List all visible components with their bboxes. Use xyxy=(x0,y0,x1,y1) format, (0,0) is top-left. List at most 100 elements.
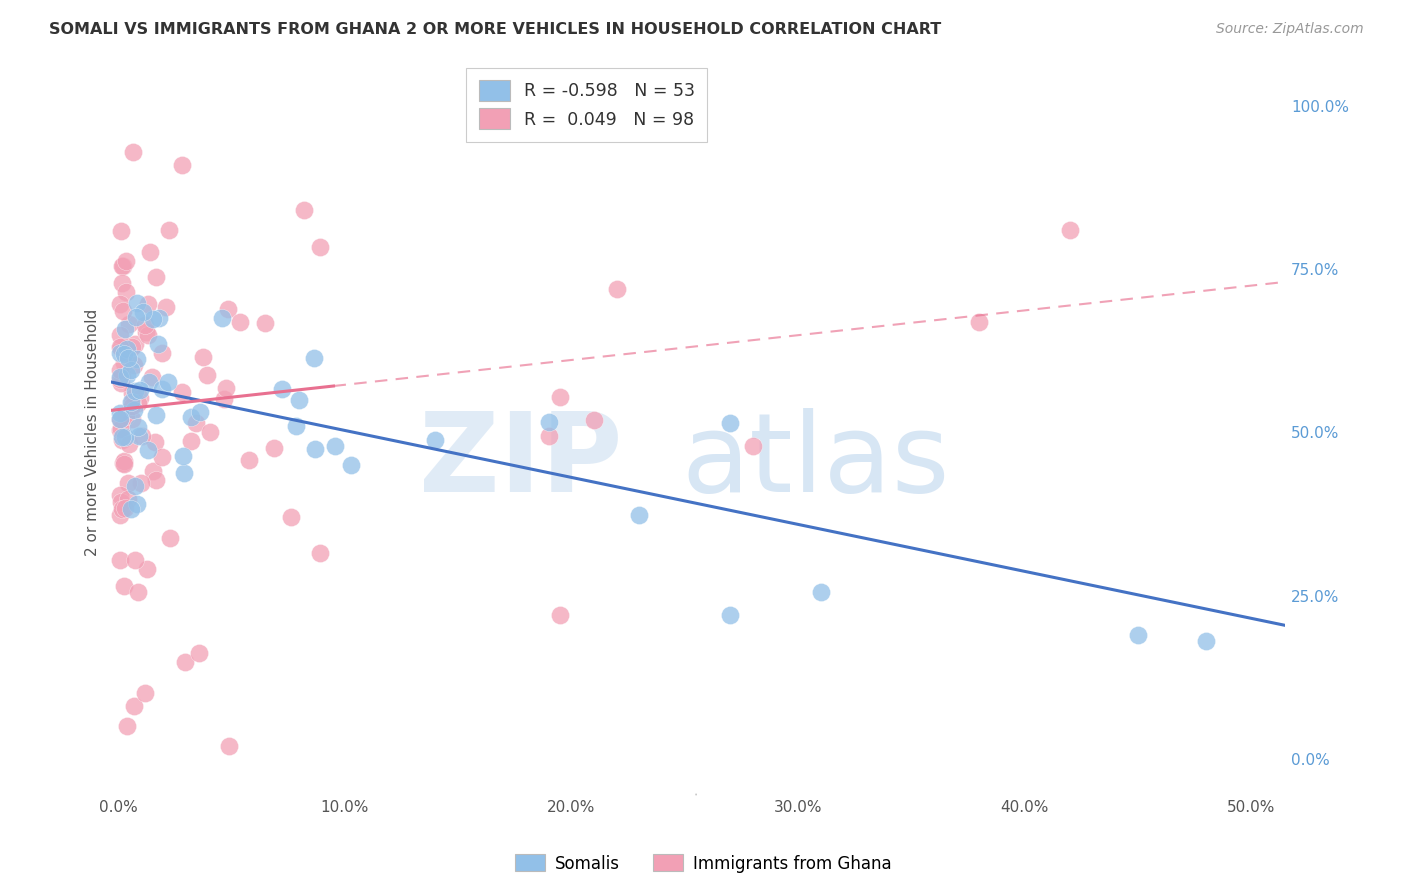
Point xyxy=(280,510,302,524)
Point xyxy=(212,392,235,407)
Point xyxy=(145,408,167,422)
Point xyxy=(124,384,146,399)
Point xyxy=(128,428,150,442)
Point xyxy=(110,412,132,426)
Point xyxy=(121,145,143,159)
Text: atlas: atlas xyxy=(682,408,950,515)
Point xyxy=(111,456,134,470)
Point xyxy=(583,413,606,427)
Point xyxy=(131,429,153,443)
Point xyxy=(159,531,181,545)
Point xyxy=(122,390,145,404)
Point xyxy=(121,399,143,413)
Point xyxy=(112,454,135,468)
Point xyxy=(120,395,142,409)
Text: ZIP: ZIP xyxy=(419,408,621,515)
Point xyxy=(195,368,218,383)
Point xyxy=(112,580,135,594)
Point xyxy=(114,347,136,361)
Point xyxy=(124,359,146,373)
Point xyxy=(110,370,132,384)
Point xyxy=(121,412,143,426)
Point xyxy=(292,203,315,218)
Point xyxy=(112,304,135,318)
Point xyxy=(173,466,195,480)
Point xyxy=(309,240,332,254)
Point xyxy=(112,356,135,370)
Point xyxy=(110,327,132,342)
Point xyxy=(145,270,167,285)
Point xyxy=(110,376,132,390)
Point xyxy=(138,376,160,390)
Point xyxy=(111,502,134,516)
Point xyxy=(200,425,222,439)
Point xyxy=(718,416,741,430)
Point xyxy=(191,350,214,364)
Point xyxy=(170,385,193,400)
Point xyxy=(180,434,202,448)
Point xyxy=(253,316,276,330)
Point xyxy=(125,296,148,310)
Point xyxy=(215,382,238,396)
Point xyxy=(114,429,136,443)
Point xyxy=(110,368,132,382)
Point xyxy=(110,422,132,436)
Point xyxy=(718,608,741,623)
Point xyxy=(188,405,211,419)
Point xyxy=(187,646,209,660)
Point xyxy=(127,497,149,511)
Legend: Somalis, Immigrants from Ghana: Somalis, Immigrants from Ghana xyxy=(508,847,898,880)
Point xyxy=(170,158,193,172)
Point xyxy=(136,328,159,343)
Point xyxy=(141,370,163,384)
Point xyxy=(238,452,260,467)
Point xyxy=(537,428,560,442)
Point xyxy=(111,430,134,444)
Point xyxy=(110,423,132,437)
Point xyxy=(304,442,326,457)
Point xyxy=(1195,634,1218,648)
Point xyxy=(114,322,136,336)
Point xyxy=(110,297,132,311)
Point xyxy=(186,416,208,430)
Point xyxy=(120,502,142,516)
Point xyxy=(139,245,162,260)
Point xyxy=(150,346,173,360)
Point xyxy=(110,488,132,502)
Point xyxy=(129,476,152,491)
Point xyxy=(110,508,132,522)
Text: Source: ZipAtlas.com: Source: ZipAtlas.com xyxy=(1216,22,1364,37)
Point xyxy=(124,479,146,493)
Point xyxy=(1059,223,1081,237)
Point xyxy=(174,655,197,669)
Point xyxy=(127,396,149,410)
Point xyxy=(606,282,628,296)
Point xyxy=(287,393,309,408)
Text: SOMALI VS IMMIGRANTS FROM GHANA 2 OR MORE VEHICLES IN HOUSEHOLD CORRELATION CHAR: SOMALI VS IMMIGRANTS FROM GHANA 2 OR MOR… xyxy=(49,22,942,37)
Point xyxy=(120,363,142,377)
Point xyxy=(152,383,174,397)
Point xyxy=(156,375,179,389)
Point xyxy=(425,433,447,447)
Point xyxy=(110,433,132,447)
Point xyxy=(111,259,134,273)
Y-axis label: 2 or more Vehicles in Household: 2 or more Vehicles in Household xyxy=(86,309,100,556)
Point xyxy=(117,342,139,356)
Point xyxy=(134,686,156,700)
Point xyxy=(180,409,202,424)
Point xyxy=(135,325,157,339)
Point xyxy=(217,301,239,316)
Point xyxy=(110,372,132,386)
Point xyxy=(148,311,170,326)
Point xyxy=(741,439,763,453)
Point xyxy=(134,318,156,333)
Point xyxy=(110,363,132,377)
Point xyxy=(548,390,571,404)
Point xyxy=(111,276,134,290)
Point xyxy=(110,494,132,508)
Point xyxy=(125,351,148,366)
Point xyxy=(172,449,194,463)
Legend: R = -0.598   N = 53, R =  0.049   N = 98: R = -0.598 N = 53, R = 0.049 N = 98 xyxy=(467,68,707,142)
Point xyxy=(118,317,141,331)
Point xyxy=(323,439,346,453)
